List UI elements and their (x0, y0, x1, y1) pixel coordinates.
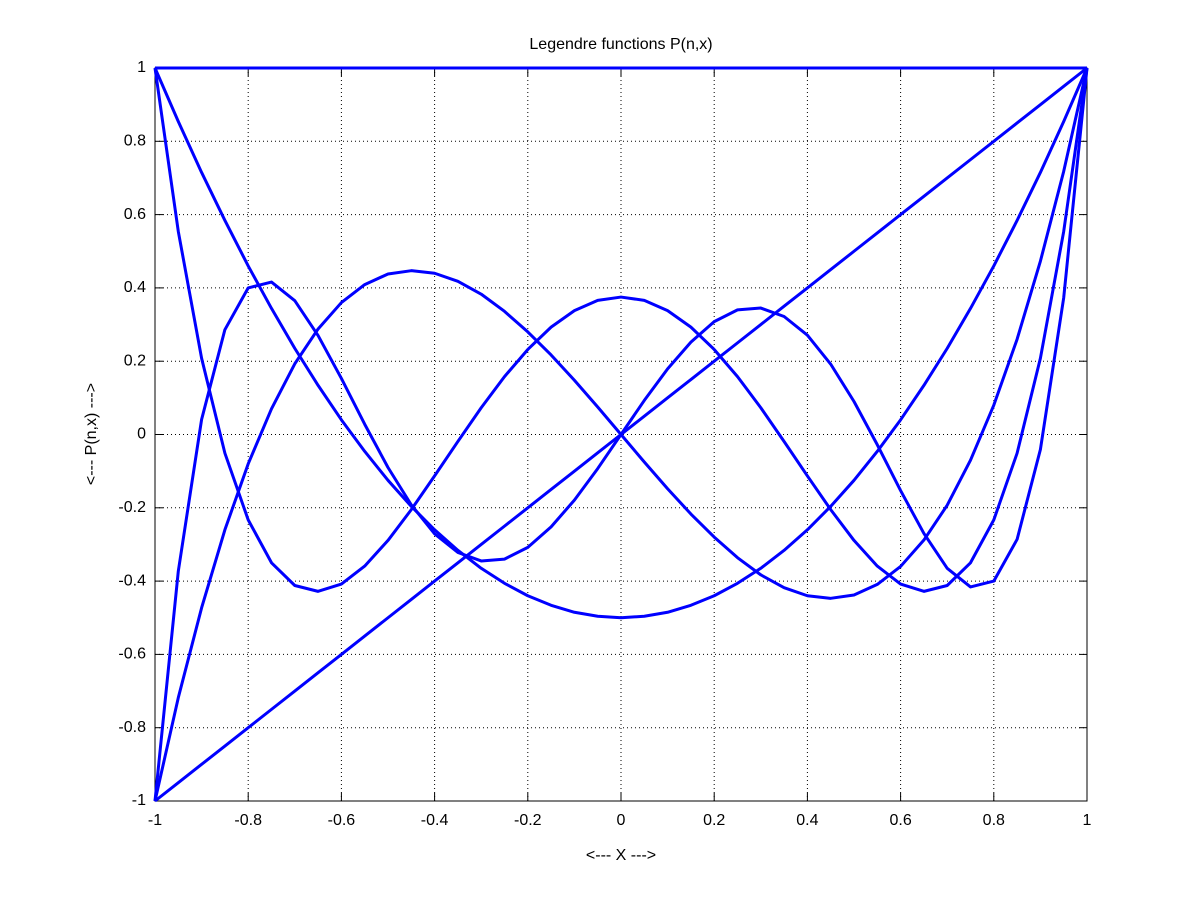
x-tick-label: 1 (1083, 812, 1092, 829)
line-series (153, 67, 1089, 593)
line-series (153, 67, 1089, 802)
x-tick-label: -0.6 (328, 812, 356, 829)
y-tick-label: 0.4 (124, 279, 146, 296)
y-tick-label: -0.2 (118, 499, 146, 516)
y-axis-label: <--- P(n,x) ---> (83, 383, 100, 485)
x-tick-label: 0.4 (796, 812, 818, 829)
x-tick-label: 0.8 (983, 812, 1005, 829)
x-tick-label: -0.2 (514, 812, 542, 829)
y-tick-label: 0.6 (124, 206, 146, 223)
y-tick-label: 1 (137, 59, 146, 76)
y-tick-label: 0.8 (124, 133, 146, 150)
x-tick-label: -0.8 (234, 812, 262, 829)
x-tick-label: -1 (148, 812, 162, 829)
x-tick-label: 0 (617, 812, 626, 829)
x-tick-label: 0.6 (889, 812, 911, 829)
x-tick-label: 0.2 (703, 812, 725, 829)
y-tick-label: 0 (137, 426, 146, 443)
y-tick-label: 0.2 (124, 352, 146, 369)
x-axis-label: <--- X ---> (586, 847, 656, 864)
y-tick-label: -0.6 (118, 646, 146, 663)
line-series (153, 67, 1089, 620)
y-tick-label: -1 (132, 792, 146, 809)
y-tick-label: -0.4 (118, 572, 146, 589)
y-tick-label: -0.8 (118, 719, 146, 736)
x-tick-label: -0.4 (421, 812, 449, 829)
chart-title: Legendre functions P(n,x) (529, 36, 712, 53)
